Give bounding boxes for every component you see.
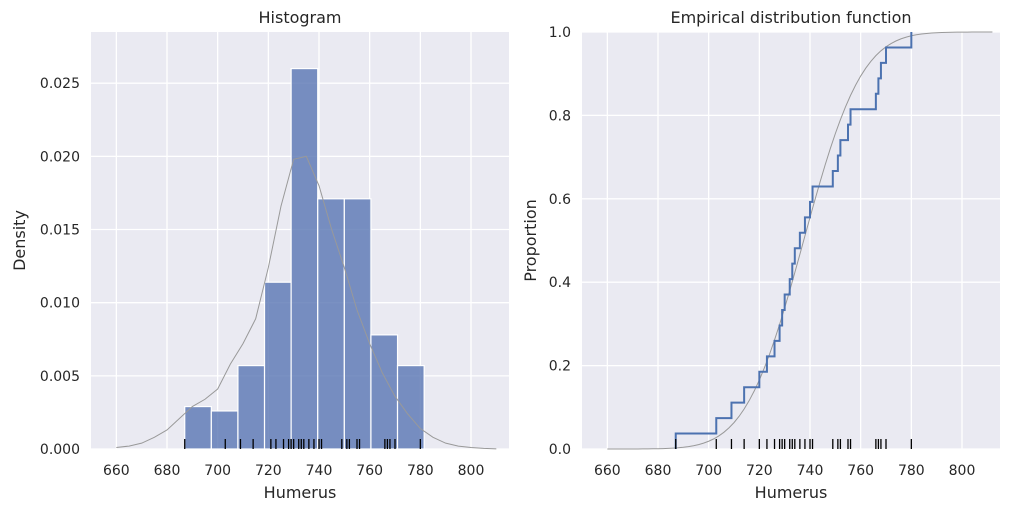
x-tick-label: 800 [949, 463, 976, 479]
ecdf-y-label: Proportion [521, 199, 540, 282]
ecdf-title: Empirical distribution function [670, 8, 911, 27]
histogram-x-label: Humerus [264, 483, 337, 502]
y-tick-label: 0.020 [40, 149, 80, 165]
x-tick-label: 780 [898, 463, 925, 479]
y-tick-label: 0.0 [549, 442, 571, 458]
x-tick-label: 700 [695, 463, 722, 479]
y-tick-label: 0.4 [549, 275, 571, 291]
histogram-bars [184, 67, 425, 450]
y-tick-label: 0.005 [40, 369, 80, 385]
histogram-y-label: Density [10, 210, 29, 271]
histogram-bar [370, 334, 399, 450]
x-tick-label: 720 [255, 463, 282, 479]
histogram-rug [184, 439, 421, 449]
histogram-bar [237, 365, 266, 450]
histogram-bar [184, 405, 212, 450]
ecdf-reference-curve [607, 31, 993, 450]
y-tick-label: 0.6 [549, 192, 571, 208]
x-tick-label: 800 [458, 463, 485, 479]
histogram-bar [317, 198, 345, 450]
x-tick-label: 660 [594, 463, 621, 479]
x-tick-label: 760 [847, 463, 874, 479]
x-tick-label: 680 [645, 463, 672, 479]
y-tick-label: 0.010 [40, 296, 80, 312]
x-tick-label: 720 [746, 463, 773, 479]
ecdf-plot-background [582, 32, 1000, 449]
ecdf-x-label: Humerus [755, 483, 828, 502]
ecdf-rug [675, 439, 912, 449]
histogram-bar [290, 67, 319, 450]
histogram-y-ticks: 0.000 0.005 0.010 0.015 0.020 0.025 [40, 76, 80, 458]
x-tick-label: 700 [204, 463, 231, 479]
y-tick-label: 0.025 [40, 76, 80, 92]
y-tick-label: 1.0 [549, 25, 571, 41]
x-tick-label: 760 [356, 463, 383, 479]
histogram-title: Histogram [259, 8, 342, 27]
y-tick-label: 0.000 [40, 442, 80, 458]
y-tick-label: 0.015 [40, 223, 80, 239]
histogram-bar [396, 365, 425, 450]
y-tick-label: 0.2 [549, 359, 571, 375]
x-tick-label: 780 [407, 463, 434, 479]
y-tick-label: 0.8 [549, 108, 571, 124]
ecdf-panel: 0.0 0.2 0.4 0.6 0.8 1.0 660 680 700 720 740 760 780… [521, 8, 1000, 502]
x-tick-label: 660 [103, 463, 130, 479]
ecdf-y-ticks: 0.0 0.2 0.4 0.6 0.8 1.0 [549, 25, 571, 458]
ecdf-x-ticks: 660 680 700 720 740 760 780 800 [594, 463, 975, 479]
ecdf-step-line [674, 32, 913, 449]
histogram-bar [263, 281, 292, 450]
histogram-kde-curve [116, 155, 497, 450]
x-tick-label: 740 [306, 463, 333, 479]
histogram-bar [343, 198, 372, 450]
x-tick-label: 680 [154, 463, 181, 479]
x-tick-label: 740 [797, 463, 824, 479]
histogram-x-ticks: 660 680 700 720 740 760 780 800 [103, 463, 484, 479]
histogram-panel: 0.000 0.005 0.010 0.015 0.020 0.025 660 680 700… [10, 8, 509, 502]
